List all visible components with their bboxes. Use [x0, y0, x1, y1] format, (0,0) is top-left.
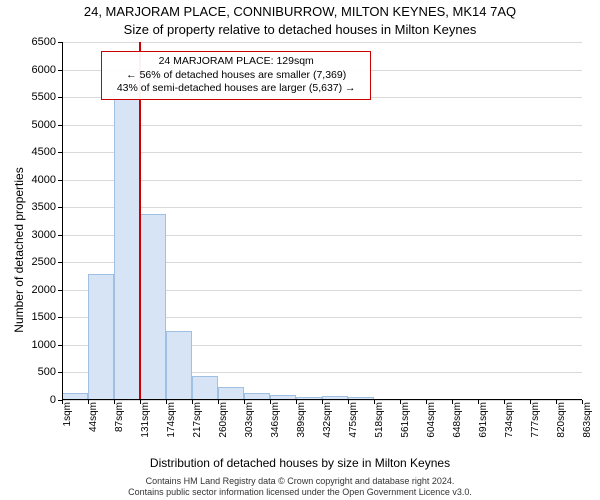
- ytick-label: 4500: [32, 146, 56, 158]
- xtick-label: 174sqm: [162, 402, 177, 452]
- ytick-label: 6000: [32, 64, 56, 76]
- ytick-label: 1500: [32, 311, 56, 323]
- ytick-label: 500: [38, 366, 56, 378]
- y-axis-label: Number of detached properties: [12, 100, 32, 400]
- xtick-label: 389sqm: [292, 402, 307, 452]
- xtick-label: 648sqm: [448, 402, 463, 452]
- histogram-bar: [192, 376, 218, 400]
- ytick-label: 3000: [32, 229, 56, 241]
- title-subtitle: Size of property relative to detached ho…: [0, 22, 600, 37]
- xtick-label: 691sqm: [474, 402, 489, 452]
- xtick-label: 734sqm: [500, 402, 515, 452]
- histogram-bar: [88, 274, 114, 400]
- ytick-label: 3500: [32, 201, 56, 213]
- plot-area: 0500100015002000250030003500400045005000…: [62, 42, 582, 400]
- annotation-line3: 43% of semi-detached houses are larger (…: [108, 82, 364, 96]
- xtick-label: 346sqm: [266, 402, 281, 452]
- footer-attribution: Contains HM Land Registry data © Crown c…: [0, 476, 600, 499]
- xtick-label: 475sqm: [344, 402, 359, 452]
- xtick-label: 432sqm: [318, 402, 333, 452]
- ytick-label: 6500: [32, 36, 56, 48]
- annotation-line2: ← 56% of detached houses are smaller (7,…: [108, 69, 364, 83]
- title-address: 24, MARJORAM PLACE, CONNIBURROW, MILTON …: [0, 4, 600, 19]
- xtick-label: 777sqm: [526, 402, 541, 452]
- xtick-label: 303sqm: [240, 402, 255, 452]
- x-axis-label: Distribution of detached houses by size …: [0, 456, 600, 470]
- xtick-label: 1sqm: [58, 402, 73, 452]
- ytick-label: 5500: [32, 91, 56, 103]
- annotation-line1: 24 MARJORAM PLACE: 129sqm: [108, 55, 364, 69]
- chart-root: 24, MARJORAM PLACE, CONNIBURROW, MILTON …: [0, 0, 600, 500]
- ytick-label: 5000: [32, 119, 56, 131]
- xtick-label: 863sqm: [578, 402, 593, 452]
- histogram-bar: [166, 331, 192, 400]
- footer-line2: Contains public sector information licen…: [0, 487, 600, 498]
- ytick-label: 4000: [32, 174, 56, 186]
- xtick-label: 820sqm: [552, 402, 567, 452]
- xtick-label: 604sqm: [422, 402, 437, 452]
- xtick-label: 44sqm: [84, 402, 99, 452]
- xtick-label: 217sqm: [188, 402, 203, 452]
- xtick-label: 561sqm: [396, 402, 411, 452]
- ytick-label: 1000: [32, 339, 56, 351]
- ytick-label: 2000: [32, 284, 56, 296]
- histogram-bar: [140, 214, 166, 400]
- ytick-label: 0: [50, 394, 56, 406]
- footer-line1: Contains HM Land Registry data © Crown c…: [0, 476, 600, 487]
- ytick-label: 2500: [32, 256, 56, 268]
- xtick-label: 518sqm: [370, 402, 385, 452]
- histogram-bar: [114, 93, 140, 400]
- annotation-box: 24 MARJORAM PLACE: 129sqm← 56% of detach…: [101, 51, 371, 100]
- xtick-label: 260sqm: [214, 402, 229, 452]
- xtick-label: 87sqm: [110, 402, 125, 452]
- xtick-label: 131sqm: [136, 402, 151, 452]
- y-axis-line: [62, 42, 63, 400]
